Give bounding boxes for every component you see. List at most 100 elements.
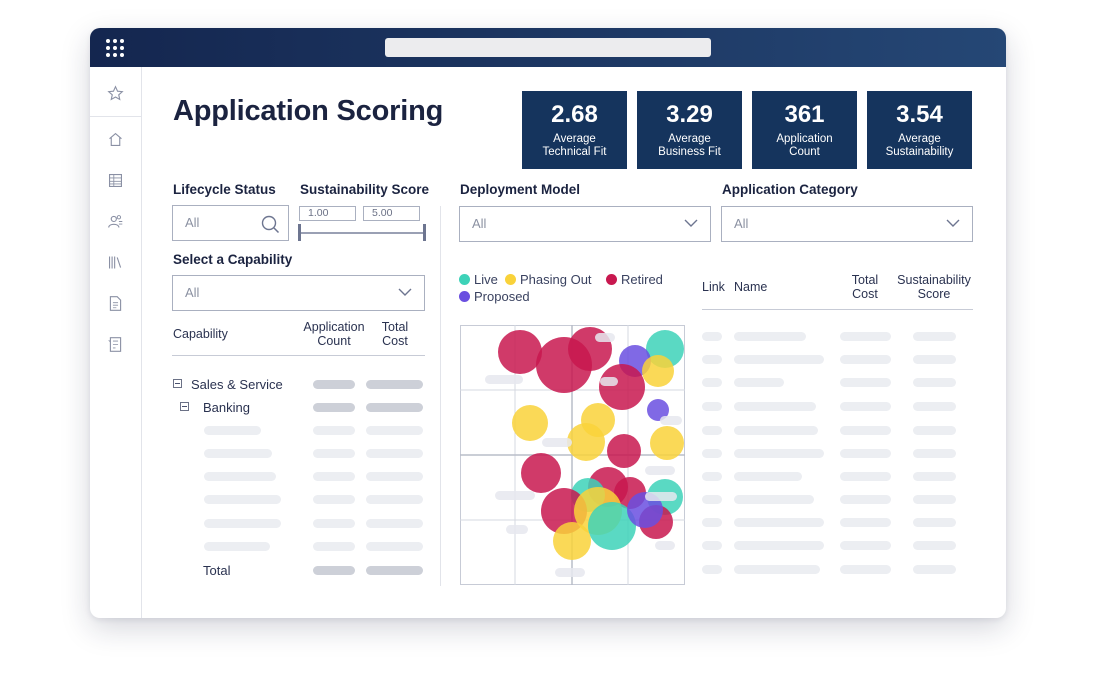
address-bar[interactable] [385,38,711,57]
placeholder-name [734,495,814,504]
bubble [607,434,641,468]
app-launcher-icon[interactable] [106,39,124,57]
collapse-toggle-icon[interactable] [180,402,189,411]
slider-handle-min[interactable] [298,224,301,241]
col-app-total-cost: Total Cost [840,273,890,301]
placeholder-link [702,495,722,504]
bubble-chart[interactable] [460,325,685,585]
app-window: Application Scoring 2.68 Average Technic… [90,28,1006,618]
placeholder-cost [366,472,423,481]
deployment-model-label: Deployment Model [460,182,581,197]
bubble-label-placeholder [600,377,618,386]
top-bar [90,28,1006,67]
placeholder-count [313,519,355,528]
bubble [567,423,605,461]
placeholder-count [313,542,355,551]
placeholder-name [734,402,816,411]
legend-live: Live [459,272,498,287]
bubble-label-placeholder [495,491,535,500]
live-swatch [459,274,470,285]
tree-row-banking[interactable]: Banking [203,400,250,415]
placeholder-name [734,426,818,435]
placeholder-name [204,542,270,551]
placeholder-link [702,332,722,341]
placeholder-cost [840,495,891,504]
kpi-label-2: Sustainability [885,146,954,158]
tree-row-sales-service[interactable]: Sales & Service [191,377,283,392]
col-capability: Capability [173,327,228,341]
lifecycle-search-input[interactable]: All [172,205,289,241]
col-sustainability-score: Sustainability Score [894,273,974,301]
total-row-label: Total [203,563,231,578]
bubble-label-placeholder [660,416,682,425]
kpi-label-1: Application [776,133,833,145]
users-icon[interactable] [107,213,124,230]
bubble [512,405,548,441]
kpi-value: 361 [784,101,825,128]
placeholder-score [913,402,956,411]
placeholder-link [702,565,722,574]
document-icon[interactable] [107,295,124,312]
deployment-value: All [472,216,487,231]
sustainability-min-input[interactable]: 1.00 [299,206,356,221]
kpi-label-2: Technical Fit [542,146,607,158]
collapse-toggle-icon[interactable] [173,379,182,388]
lifecycle-value: All [185,215,200,230]
table-icon[interactable] [107,172,124,189]
kpi-label-2: Business Fit [658,146,721,158]
placeholder-cost [840,378,891,387]
col-count-line2: Count [317,334,351,348]
slider-handle-max[interactable] [423,224,426,241]
col-sus-line2: Score [917,287,951,301]
placeholder-count [313,403,355,412]
placeholder-link [702,541,722,550]
home-icon[interactable] [107,131,124,148]
kpi-application-count: 361 Application Count [752,91,857,169]
report-icon[interactable] [107,336,124,353]
star-icon[interactable] [107,85,124,102]
col-name: Name [734,280,768,294]
placeholder-link [702,472,722,481]
deployment-model-select[interactable]: All [459,206,711,242]
sustainability-slider-track[interactable] [299,232,425,234]
capability-select[interactable]: All [172,275,425,311]
app-table-header-divider [702,309,973,310]
col-sus-line1: Sustainability [897,273,971,287]
sustainability-max-input[interactable]: 5.00 [363,206,420,221]
legend-phasing-label: Phasing Out [520,272,592,287]
col-cost-line1: Total [381,320,409,334]
placeholder-cost [366,566,423,575]
bubble-label-placeholder [645,492,677,501]
capability-value: All [185,285,200,300]
bubble [642,355,674,387]
legend-proposed-label: Proposed [474,289,530,304]
placeholder-score [913,495,956,504]
placeholder-cost [366,426,423,435]
placeholder-cost [840,426,891,435]
col-count-line1: Application [303,320,365,334]
placeholder-link [702,402,722,411]
placeholder-score [913,565,956,574]
placeholder-name [204,426,261,435]
placeholder-link [702,518,722,527]
placeholder-name [734,565,820,574]
library-icon[interactable] [107,254,124,271]
col-cost-line2: Cost [382,334,408,348]
chevron-down-icon [946,219,960,227]
placeholder-cost [366,380,423,389]
placeholder-name [734,378,784,387]
placeholder-cost [840,332,891,341]
legend-proposed: Proposed [459,289,530,304]
lifecycle-status-label: Lifecycle Status [173,182,276,197]
application-category-select[interactable]: All [721,206,973,242]
placeholder-score [913,541,956,550]
placeholder-cost [840,402,891,411]
placeholder-cost [366,495,423,504]
placeholder-name [734,518,824,527]
bubble-label-placeholder [655,541,675,550]
chevron-down-icon [398,288,412,296]
placeholder-cost [840,565,891,574]
kpi-label-2: Count [789,146,820,158]
select-capability-label: Select a Capability [173,252,293,267]
bubble-label-placeholder [555,568,585,577]
